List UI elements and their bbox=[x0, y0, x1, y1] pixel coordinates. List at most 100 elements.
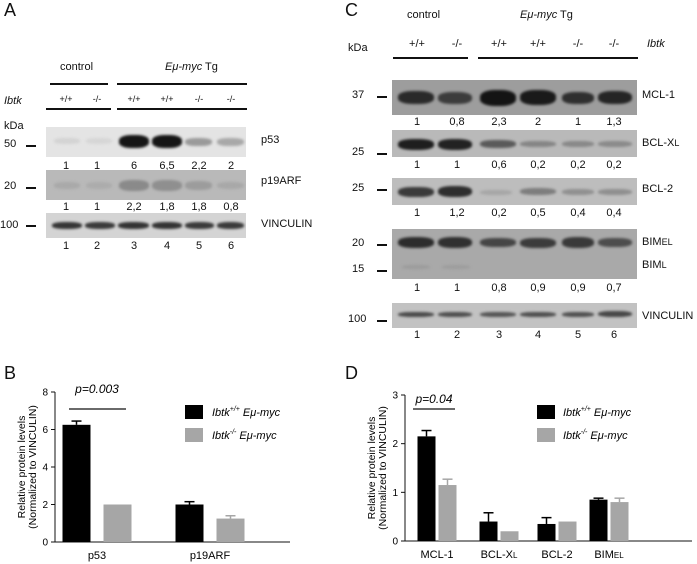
p53-quant-2: 1 bbox=[93, 160, 101, 172]
bim-quant-3: 0,8 bbox=[491, 282, 507, 294]
b-legend-label-wt: Ibtk+/+ Eμ-myc bbox=[212, 406, 281, 419]
panel-a-emyc-label: Eμ-myc Tg bbox=[165, 61, 218, 73]
p53-blot bbox=[46, 127, 246, 157]
panel-c-lane-5: 5 bbox=[574, 329, 582, 341]
panel-a-ibtk-label: Ibtk bbox=[4, 95, 22, 107]
b-ytick-label-2: 4 bbox=[42, 463, 48, 474]
bim-quant-2: 1 bbox=[453, 282, 461, 294]
d-bar-MCL-1-s1 bbox=[438, 485, 457, 541]
panel-c-genotype-4: +/+ bbox=[530, 38, 546, 50]
bclxl-quant-6: 0,2 bbox=[606, 159, 622, 171]
p53-label: p53 bbox=[261, 134, 280, 146]
bcl2-label: BCL-2 bbox=[642, 183, 674, 195]
bim-quant-1: 1 bbox=[413, 282, 421, 294]
panel-c-genotype-1: +/+ bbox=[409, 38, 425, 50]
panel-a-lane-6: 6 bbox=[227, 240, 235, 252]
panel-c-control-rule bbox=[393, 57, 468, 59]
panel-c-mw-25a-tick bbox=[377, 153, 387, 155]
panel-b-letter: B bbox=[4, 363, 17, 383]
b-legend-label-ko: Ibtk-/- Eμ-myc bbox=[212, 429, 277, 442]
bcl2-blot bbox=[392, 178, 637, 205]
d-xtick-label-3: BIMEL bbox=[594, 549, 624, 561]
panel-c-genotype-6: -/- bbox=[608, 38, 620, 50]
panel-a-genotype-3: +/+ bbox=[127, 94, 141, 104]
panel-a-geno-rule-1 bbox=[46, 108, 111, 110]
vinculin-blot-c bbox=[392, 303, 637, 328]
p19arf-quant-4: 1,8 bbox=[159, 201, 175, 213]
panel-c-mw-25b: 25 bbox=[352, 182, 365, 194]
bclxl-label: BCL-XL bbox=[642, 137, 680, 149]
panel-c-genotype-3: +/+ bbox=[491, 38, 507, 50]
d-legend-swatch-ko bbox=[537, 428, 555, 442]
d-ylabel-line1: Relative protein levels bbox=[366, 417, 378, 520]
d-legend-swatch-wt bbox=[537, 405, 555, 419]
panel-c-mw-15: 15 bbox=[352, 263, 365, 275]
panel-d-chart: 0 1 2 3 Relative protein levels (Normalized t… bbox=[366, 391, 692, 561]
b-ylabel-line1: Relative protein levels bbox=[16, 416, 28, 519]
p53-quant-4: 6,5 bbox=[159, 160, 175, 172]
panel-a-genotype-5: -/- bbox=[194, 94, 204, 104]
d-bar-BCL-XL-s1 bbox=[500, 531, 519, 541]
bcl2-quant-3: 0,2 bbox=[491, 207, 507, 219]
b-ytick-label-3: 6 bbox=[42, 425, 48, 436]
p53-quant-6: 2 bbox=[227, 160, 235, 172]
panel-b-chart: 0 2 4 6 8 Relative protein levels (Normalized … bbox=[16, 382, 290, 562]
panel-a-letter: A bbox=[4, 0, 17, 20]
panel-a-control-label: control bbox=[60, 61, 94, 73]
d-bar-BCL-XL-s0 bbox=[479, 521, 498, 541]
panel-c-lane-4: 4 bbox=[534, 329, 542, 341]
panel-c-genotype-5: -/- bbox=[572, 38, 584, 50]
bclxl-quant-3: 0,6 bbox=[491, 159, 507, 171]
p19arf-quant-2: 1 bbox=[93, 201, 101, 213]
d-pvalue: p=0.04 bbox=[414, 392, 452, 406]
panel-c-mw-37-tick bbox=[377, 96, 387, 98]
mcl1-quant-2: 0,8 bbox=[449, 116, 465, 128]
panel-a-geno-rule-2 bbox=[117, 108, 247, 110]
panel-a-genotype-6: -/- bbox=[226, 94, 236, 104]
panel-a-kda-label: kDa bbox=[4, 120, 24, 132]
panel-c-mw-25b-tick bbox=[377, 189, 387, 191]
panel-a-genotype-2: -/- bbox=[92, 94, 102, 104]
panel-c-mw-20: 20 bbox=[352, 237, 365, 249]
bcl2-quant-6: 0,4 bbox=[606, 207, 622, 219]
bim-quant-6: 0,7 bbox=[606, 282, 622, 294]
panel-c-lane-1: 1 bbox=[413, 329, 421, 341]
d-bar-BIMEL-s0 bbox=[589, 499, 608, 541]
panel-c-letter: C bbox=[345, 0, 358, 20]
p19arf-blot bbox=[46, 170, 246, 200]
panel-c-mw-100-tick bbox=[377, 320, 387, 322]
bclxl-quant-1: 1 bbox=[413, 159, 421, 171]
vinculin-label-c: VINCULIN bbox=[642, 310, 694, 322]
d-xtick-label-0: MCL-1 bbox=[420, 549, 453, 561]
mcl1-quant-4: 2 bbox=[534, 116, 542, 128]
panel-a-mw-50-tick bbox=[26, 145, 36, 147]
b-bar-p53-s0 bbox=[62, 424, 91, 542]
panel-a-mw-20: 20 bbox=[4, 180, 17, 192]
bim-quant-5: 0,9 bbox=[570, 282, 586, 294]
d-legend-label-wt: Ibtk+/+ Eμ-myc bbox=[563, 406, 632, 419]
d-ytick-label-0: 0 bbox=[392, 537, 398, 548]
b-bar-p53-s1 bbox=[103, 504, 132, 542]
b-bar-p19ARF-s0 bbox=[175, 504, 204, 542]
b-xtick-label-1: p19ARF bbox=[190, 550, 231, 562]
bclxl-quant-5: 0,2 bbox=[570, 159, 586, 171]
panel-c-lane-6: 6 bbox=[610, 329, 618, 341]
p53-quant-1: 1 bbox=[62, 160, 70, 172]
mcl1-quant-6: 1,3 bbox=[606, 116, 622, 128]
mcl1-quant-1: 1 bbox=[413, 116, 421, 128]
d-bar-BCL-2-s1 bbox=[558, 521, 577, 541]
panel-c-ibtk-label: Ibtk bbox=[647, 38, 665, 50]
bcl2-quant-1: 1 bbox=[413, 207, 421, 219]
d-bar-BCL-2-s0 bbox=[537, 523, 556, 541]
d-bar-BIMEL-s1 bbox=[610, 502, 629, 541]
p53-quant-5: 2,2 bbox=[191, 160, 207, 172]
d-ytick-label-3: 3 bbox=[392, 391, 398, 402]
d-bar-MCL-1-s0 bbox=[417, 436, 436, 541]
p53-quant-3: 6 bbox=[130, 160, 138, 172]
panel-a-lane-5: 5 bbox=[195, 240, 203, 252]
panel-a-mw-100-tick bbox=[26, 225, 36, 227]
panel-c-mw-15-tick bbox=[377, 270, 387, 272]
bclxl-quant-2: 1 bbox=[453, 159, 461, 171]
b-xtick-label-0: p53 bbox=[88, 550, 106, 562]
vinculin-label-a: VINCULIN bbox=[261, 218, 313, 230]
